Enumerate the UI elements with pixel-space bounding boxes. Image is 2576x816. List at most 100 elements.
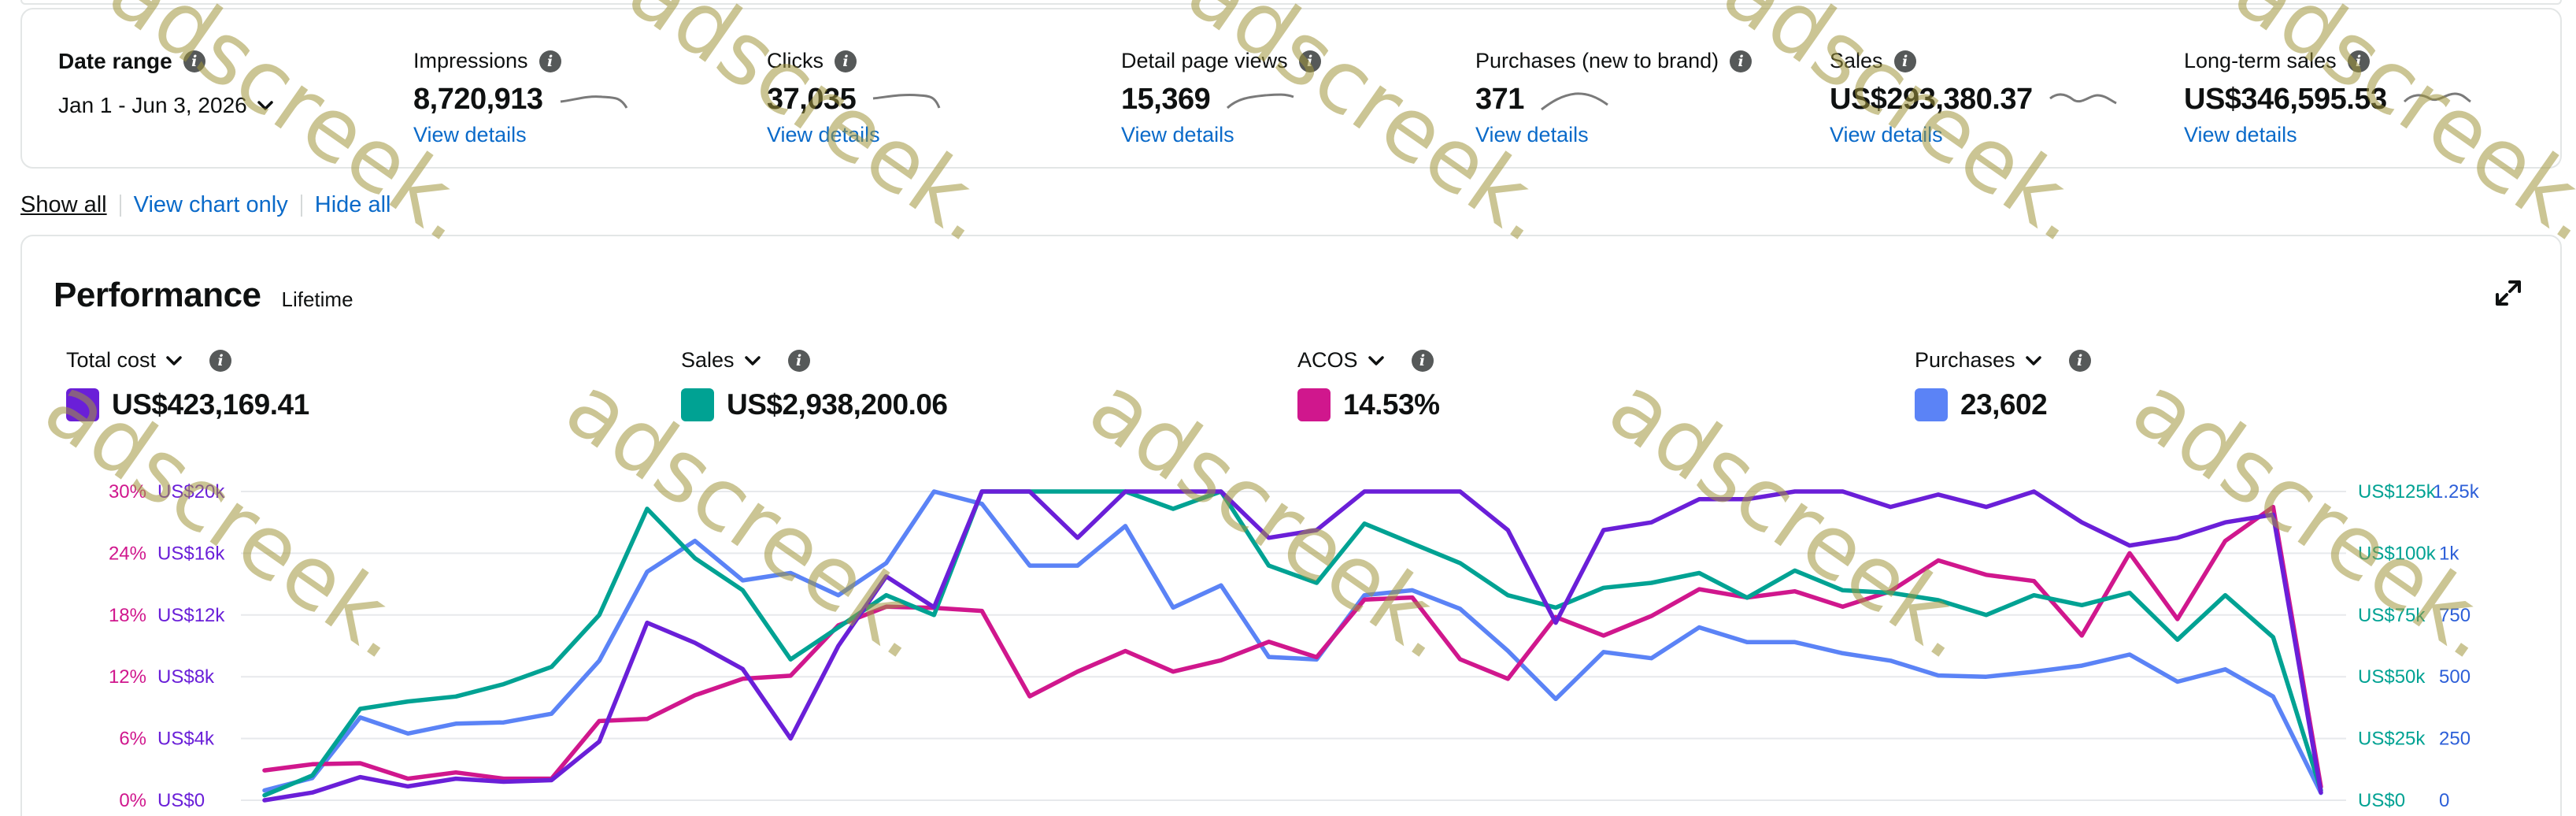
purchases-series-line bbox=[262, 489, 2323, 796]
legend-color-swatch[interactable] bbox=[1297, 388, 1331, 421]
divider bbox=[300, 194, 302, 217]
long-term-sales-view-details-link[interactable]: View details bbox=[2184, 123, 2297, 147]
purchases-ntb-view-details-link[interactable]: View details bbox=[1475, 123, 1589, 147]
sales-label: Sales bbox=[1830, 49, 1883, 72]
info-icon[interactable]: i bbox=[539, 50, 561, 72]
purchases-ntb-sparkline bbox=[1540, 91, 1608, 110]
acos-series-line bbox=[262, 504, 2323, 789]
detail-page-views-sparkline bbox=[1227, 93, 1294, 109]
legend-color-swatch[interactable] bbox=[681, 388, 714, 421]
legend-sales[interactable]: Sales i US$2,938,200.06 bbox=[681, 348, 948, 421]
legend-color-swatch[interactable] bbox=[66, 388, 99, 421]
clicks-value: 37,035 bbox=[767, 83, 857, 116]
impressions-view-details-link[interactable]: View details bbox=[413, 123, 527, 147]
divider bbox=[119, 194, 121, 217]
info-icon[interactable]: i bbox=[835, 50, 857, 72]
chevron-down-icon[interactable] bbox=[1368, 354, 1385, 367]
detail-page-views-label: Detail page views bbox=[1121, 49, 1288, 72]
chevron-down-icon[interactable] bbox=[744, 354, 761, 367]
sales-series-line bbox=[262, 489, 2323, 798]
sales-axis-tick: US$0 bbox=[2358, 790, 2405, 811]
view-controls: Show all View chart only Hide all bbox=[20, 192, 390, 218]
purchases-axis-tick: 250 bbox=[2439, 729, 2471, 750]
metrics-summary-card: Date range i Jan 1 - Jun 3, 2026 Impress… bbox=[20, 8, 2562, 169]
date-range-metric: Date range i Jan 1 - Jun 3, 2026 bbox=[58, 49, 274, 118]
total-cost-axis-tick: US$12k bbox=[157, 605, 225, 626]
purchases-ntb-metric: Purchases (new to brand) i 371 View detai… bbox=[1475, 49, 1752, 147]
acos-axis-tick: 12% bbox=[109, 666, 146, 688]
info-icon[interactable]: i bbox=[787, 349, 810, 372]
long-term-sales-label: Long-term sales bbox=[2184, 49, 2337, 72]
top-panel-edge bbox=[20, 0, 2562, 5]
info-icon[interactable]: i bbox=[183, 50, 205, 72]
impressions-label: Impressions bbox=[413, 49, 528, 72]
date-range-select[interactable]: Jan 1 - Jun 3, 2026 bbox=[58, 93, 274, 118]
chevron-down-icon[interactable] bbox=[165, 354, 183, 367]
sales-view-details-link[interactable]: View details bbox=[1830, 123, 1943, 147]
info-icon[interactable]: i bbox=[2347, 50, 2370, 72]
clicks-label: Clicks bbox=[767, 49, 824, 72]
chevron-down-icon bbox=[257, 101, 273, 110]
info-icon[interactable]: i bbox=[1411, 349, 1434, 372]
date-range-value: Jan 1 - Jun 3, 2026 bbox=[58, 93, 247, 117]
chevron-down-icon[interactable] bbox=[2025, 354, 2042, 367]
sales-axis-tick: US$75k bbox=[2358, 605, 2426, 626]
long-term-sales-sparkline bbox=[2403, 91, 2471, 102]
clicks-metric: Clicks i 37,035 View details bbox=[767, 49, 942, 147]
acos-axis-tick: 6% bbox=[119, 729, 146, 750]
sales-value: US$293,380.37 bbox=[1830, 83, 2033, 116]
performance-title: Performance bbox=[54, 276, 261, 314]
detail-page-views-value: 15,369 bbox=[1121, 83, 1211, 116]
purchases-axis-tick: 1.25k bbox=[2433, 481, 2480, 503]
legend-acos[interactable]: ACOS i 14.53% bbox=[1297, 348, 1440, 421]
sales-axis-tick: US$50k bbox=[2358, 666, 2426, 688]
metric-selector-label: ACOS bbox=[1297, 348, 1358, 372]
detail-page-views-metric: Detail page views i 15,369 View details bbox=[1121, 49, 1321, 147]
detail-page-views-view-details-link[interactable]: View details bbox=[1121, 123, 1234, 147]
total-cost-series-line bbox=[262, 489, 2323, 803]
purchases-axis-tick: 500 bbox=[2439, 666, 2471, 688]
legend-value: US$423,169.41 bbox=[112, 388, 309, 421]
purchases-axis-tick: 0 bbox=[2439, 790, 2449, 811]
hide-all-button[interactable]: Hide all bbox=[314, 192, 391, 217]
total-cost-axis-tick: US$0 bbox=[157, 790, 205, 811]
metric-selector-label: Sales bbox=[681, 348, 735, 372]
purchases-ntb-value: 371 bbox=[1475, 83, 1524, 116]
total-cost-axis-tick: US$20k bbox=[157, 481, 225, 503]
info-icon[interactable]: i bbox=[1893, 50, 1916, 72]
expand-icon[interactable] bbox=[2493, 277, 2524, 309]
info-icon[interactable]: i bbox=[1730, 50, 1752, 72]
long-term-sales-metric: Long-term sales i US$346,595.53 View deta… bbox=[2184, 49, 2474, 147]
performance-header: Performance Lifetime bbox=[54, 276, 353, 315]
date-range-label: Date range bbox=[58, 49, 172, 73]
legend-value: 23,602 bbox=[1960, 388, 2048, 421]
impressions-value: 8,720,913 bbox=[413, 83, 543, 116]
legend-value: 14.53% bbox=[1343, 388, 1440, 421]
legend-total-cost[interactable]: Total cost i US$423,169.41 bbox=[66, 348, 309, 421]
sales-axis-tick: US$125k bbox=[2358, 481, 2437, 503]
clicks-sparkline bbox=[873, 93, 941, 109]
view-chart-only-button[interactable]: View chart only bbox=[133, 192, 288, 217]
acos-axis-tick: 18% bbox=[109, 605, 146, 626]
sales-metric: Sales i US$293,380.37 View details bbox=[1830, 49, 2119, 147]
show-all-button[interactable]: Show all bbox=[20, 192, 107, 217]
acos-axis-tick: 24% bbox=[109, 543, 146, 564]
info-icon[interactable]: i bbox=[209, 349, 232, 372]
clicks-view-details-link[interactable]: View details bbox=[767, 123, 880, 147]
total-cost-axis-tick: US$8k bbox=[157, 666, 215, 688]
purchases-ntb-label: Purchases (new to brand) bbox=[1475, 49, 1719, 72]
legend-purchases[interactable]: Purchases i 23,602 bbox=[1915, 348, 2091, 421]
total-cost-axis-tick: US$16k bbox=[157, 543, 225, 564]
performance-period: Lifetime bbox=[281, 287, 353, 311]
acos-axis-tick: 0% bbox=[119, 790, 146, 811]
acos-axis-tick: 30% bbox=[109, 481, 146, 503]
info-icon[interactable]: i bbox=[1298, 50, 1321, 72]
info-icon[interactable]: i bbox=[2068, 349, 2091, 372]
purchases-axis-tick: 750 bbox=[2439, 605, 2471, 626]
legend-color-swatch[interactable] bbox=[1915, 388, 1948, 421]
metric-selector-label: Total cost bbox=[66, 348, 157, 372]
sales-sparkline bbox=[2049, 93, 2117, 104]
impressions-sparkline bbox=[560, 95, 627, 109]
sales-axis-tick: US$100k bbox=[2358, 543, 2437, 564]
